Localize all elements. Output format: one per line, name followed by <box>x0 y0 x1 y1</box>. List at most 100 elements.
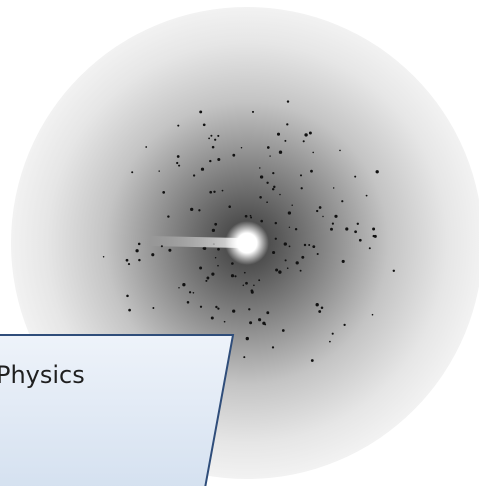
spot <box>354 230 357 233</box>
spot <box>253 285 255 287</box>
spot <box>232 154 235 157</box>
spot <box>332 333 334 335</box>
spot <box>275 269 278 272</box>
spot <box>131 171 133 173</box>
spot <box>209 191 212 194</box>
spot <box>273 186 275 188</box>
spot <box>312 152 314 154</box>
spot <box>300 270 302 272</box>
spot <box>198 209 200 211</box>
spot <box>145 146 147 148</box>
spot <box>103 256 105 258</box>
spot <box>200 306 202 308</box>
spot <box>329 341 331 343</box>
spot <box>215 306 217 308</box>
callout-box <box>0 335 233 486</box>
spot <box>205 280 207 282</box>
spot <box>295 228 297 230</box>
spot <box>277 133 280 136</box>
spot <box>217 135 219 137</box>
spot <box>341 200 343 202</box>
spot <box>217 158 220 161</box>
spot <box>284 242 287 245</box>
spot <box>208 138 210 140</box>
spot <box>243 285 245 287</box>
spot <box>264 323 266 325</box>
spot <box>333 187 334 188</box>
spot <box>182 283 185 286</box>
spot <box>217 265 219 267</box>
spot <box>322 216 323 217</box>
spot <box>232 309 235 312</box>
spot <box>224 321 226 323</box>
spot <box>284 140 286 142</box>
spot <box>260 175 263 178</box>
spot <box>168 249 171 252</box>
spot <box>248 308 250 310</box>
spot <box>342 260 345 263</box>
spot <box>252 111 254 113</box>
spot <box>167 215 169 217</box>
spot <box>301 187 303 189</box>
spot <box>258 318 261 321</box>
spot <box>259 196 262 199</box>
spot <box>285 259 287 261</box>
spot <box>152 307 154 309</box>
spot <box>241 147 242 148</box>
spot <box>231 274 234 277</box>
spot <box>308 244 310 246</box>
spot <box>245 282 248 285</box>
spot <box>372 228 375 231</box>
spot <box>309 132 312 135</box>
spot <box>222 190 224 192</box>
spot <box>279 151 282 154</box>
spot <box>359 239 362 242</box>
spot <box>187 301 190 304</box>
spot <box>209 160 211 162</box>
spot <box>203 123 206 126</box>
spot <box>376 170 379 173</box>
spot <box>303 140 305 142</box>
spot <box>250 215 252 217</box>
spot <box>212 229 215 232</box>
spot <box>213 191 215 193</box>
spot <box>177 125 179 127</box>
spot <box>128 263 130 265</box>
spot <box>316 210 318 212</box>
spot <box>272 346 274 348</box>
spot <box>357 223 359 225</box>
spot <box>304 133 307 136</box>
spot <box>201 168 204 171</box>
spot <box>318 310 321 313</box>
spot <box>126 259 129 262</box>
spot <box>217 248 220 251</box>
spot <box>243 356 245 358</box>
spot <box>214 139 216 141</box>
page: Physics (() => { const data = JSON.parse… <box>0 0 479 486</box>
spot <box>177 155 180 158</box>
spot <box>275 238 277 240</box>
spot <box>207 277 209 279</box>
spot <box>300 174 302 176</box>
spot <box>214 223 217 226</box>
spot <box>317 253 319 255</box>
spot <box>231 262 234 265</box>
slide: Physics <box>0 0 479 486</box>
spot <box>287 100 289 102</box>
spot <box>245 215 248 218</box>
spot <box>330 228 333 231</box>
spot <box>374 235 377 238</box>
spot <box>291 205 292 206</box>
callout-label: Physics <box>0 361 85 389</box>
spot <box>310 170 313 173</box>
spot <box>332 223 334 225</box>
spot <box>212 146 215 149</box>
spot <box>193 292 195 294</box>
direct-beam <box>225 221 269 265</box>
spot <box>316 303 319 306</box>
spot <box>266 311 269 314</box>
spot <box>211 316 214 319</box>
spot <box>258 279 260 281</box>
spot <box>199 110 202 113</box>
spot <box>135 249 138 252</box>
